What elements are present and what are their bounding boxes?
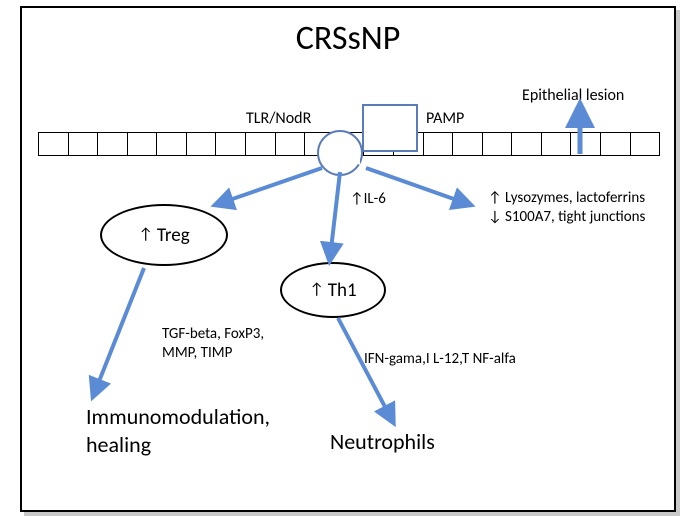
- th1-outcome: Neutrophils: [330, 428, 435, 456]
- epithelial-cell: [631, 133, 660, 155]
- epithelial-cell: [424, 133, 454, 155]
- epithelial-cell: [157, 133, 187, 155]
- epithelial-cell: [69, 133, 99, 155]
- up-arrow-icon: ↑: [488, 189, 502, 207]
- epithelial-cell: [453, 133, 483, 155]
- diagram-title: CRSsNP: [22, 18, 674, 59]
- treg-path-label: TGF-beta, FoxP3, MMP, TIMP: [162, 325, 264, 363]
- epithelial-cell: [128, 133, 158, 155]
- up-arrow-icon: ↑: [350, 190, 364, 208]
- node-treg: ↑ Treg: [100, 204, 228, 266]
- epithelial-cell: [483, 133, 513, 155]
- epithelial-cell: [98, 133, 128, 155]
- up-arrow-icon: ↑: [138, 225, 152, 244]
- epithelial-cell: [246, 133, 276, 155]
- epithelial-cell: [601, 133, 631, 155]
- epithelial-cell: [216, 133, 246, 155]
- node-th1: ↑ Th1: [280, 262, 386, 318]
- pamp-label: PAMP: [426, 109, 464, 129]
- pamp-box: [362, 104, 418, 152]
- up-arrow-icon: ↑: [309, 280, 323, 299]
- slide-frame: CRSsNP TLR/NodR PAMP Epithelial lesion ↑…: [20, 6, 676, 512]
- down-arrow-icon: ↓: [488, 208, 502, 226]
- epithelial-lesion-label: Epithelial lesion: [522, 86, 624, 106]
- receptor-label: TLR/NodR: [246, 109, 311, 129]
- epithelial-cell: [542, 133, 572, 155]
- epithelial-cell: [276, 133, 306, 155]
- mediators-up: ↑ Lysozymes, lactoferrins: [488, 189, 645, 208]
- il6-label: ↑IL-6: [350, 190, 386, 209]
- node-th1-label: Th1: [328, 279, 357, 302]
- epithelial-cell: [512, 133, 542, 155]
- epithelial-cell: [39, 133, 69, 155]
- epithelial-cell: [571, 133, 601, 155]
- th1-path-label: IFN-gama,I L-12,T NF-alfa: [364, 350, 516, 369]
- treg-outcome: Immunomodulation, healing: [86, 403, 270, 458]
- node-treg-label: Treg: [157, 224, 190, 247]
- epithelial-cell: [187, 133, 217, 155]
- receptor-pacman-icon: [317, 130, 363, 176]
- mediators-down: ↓ S100A7, tight junctions: [488, 208, 645, 227]
